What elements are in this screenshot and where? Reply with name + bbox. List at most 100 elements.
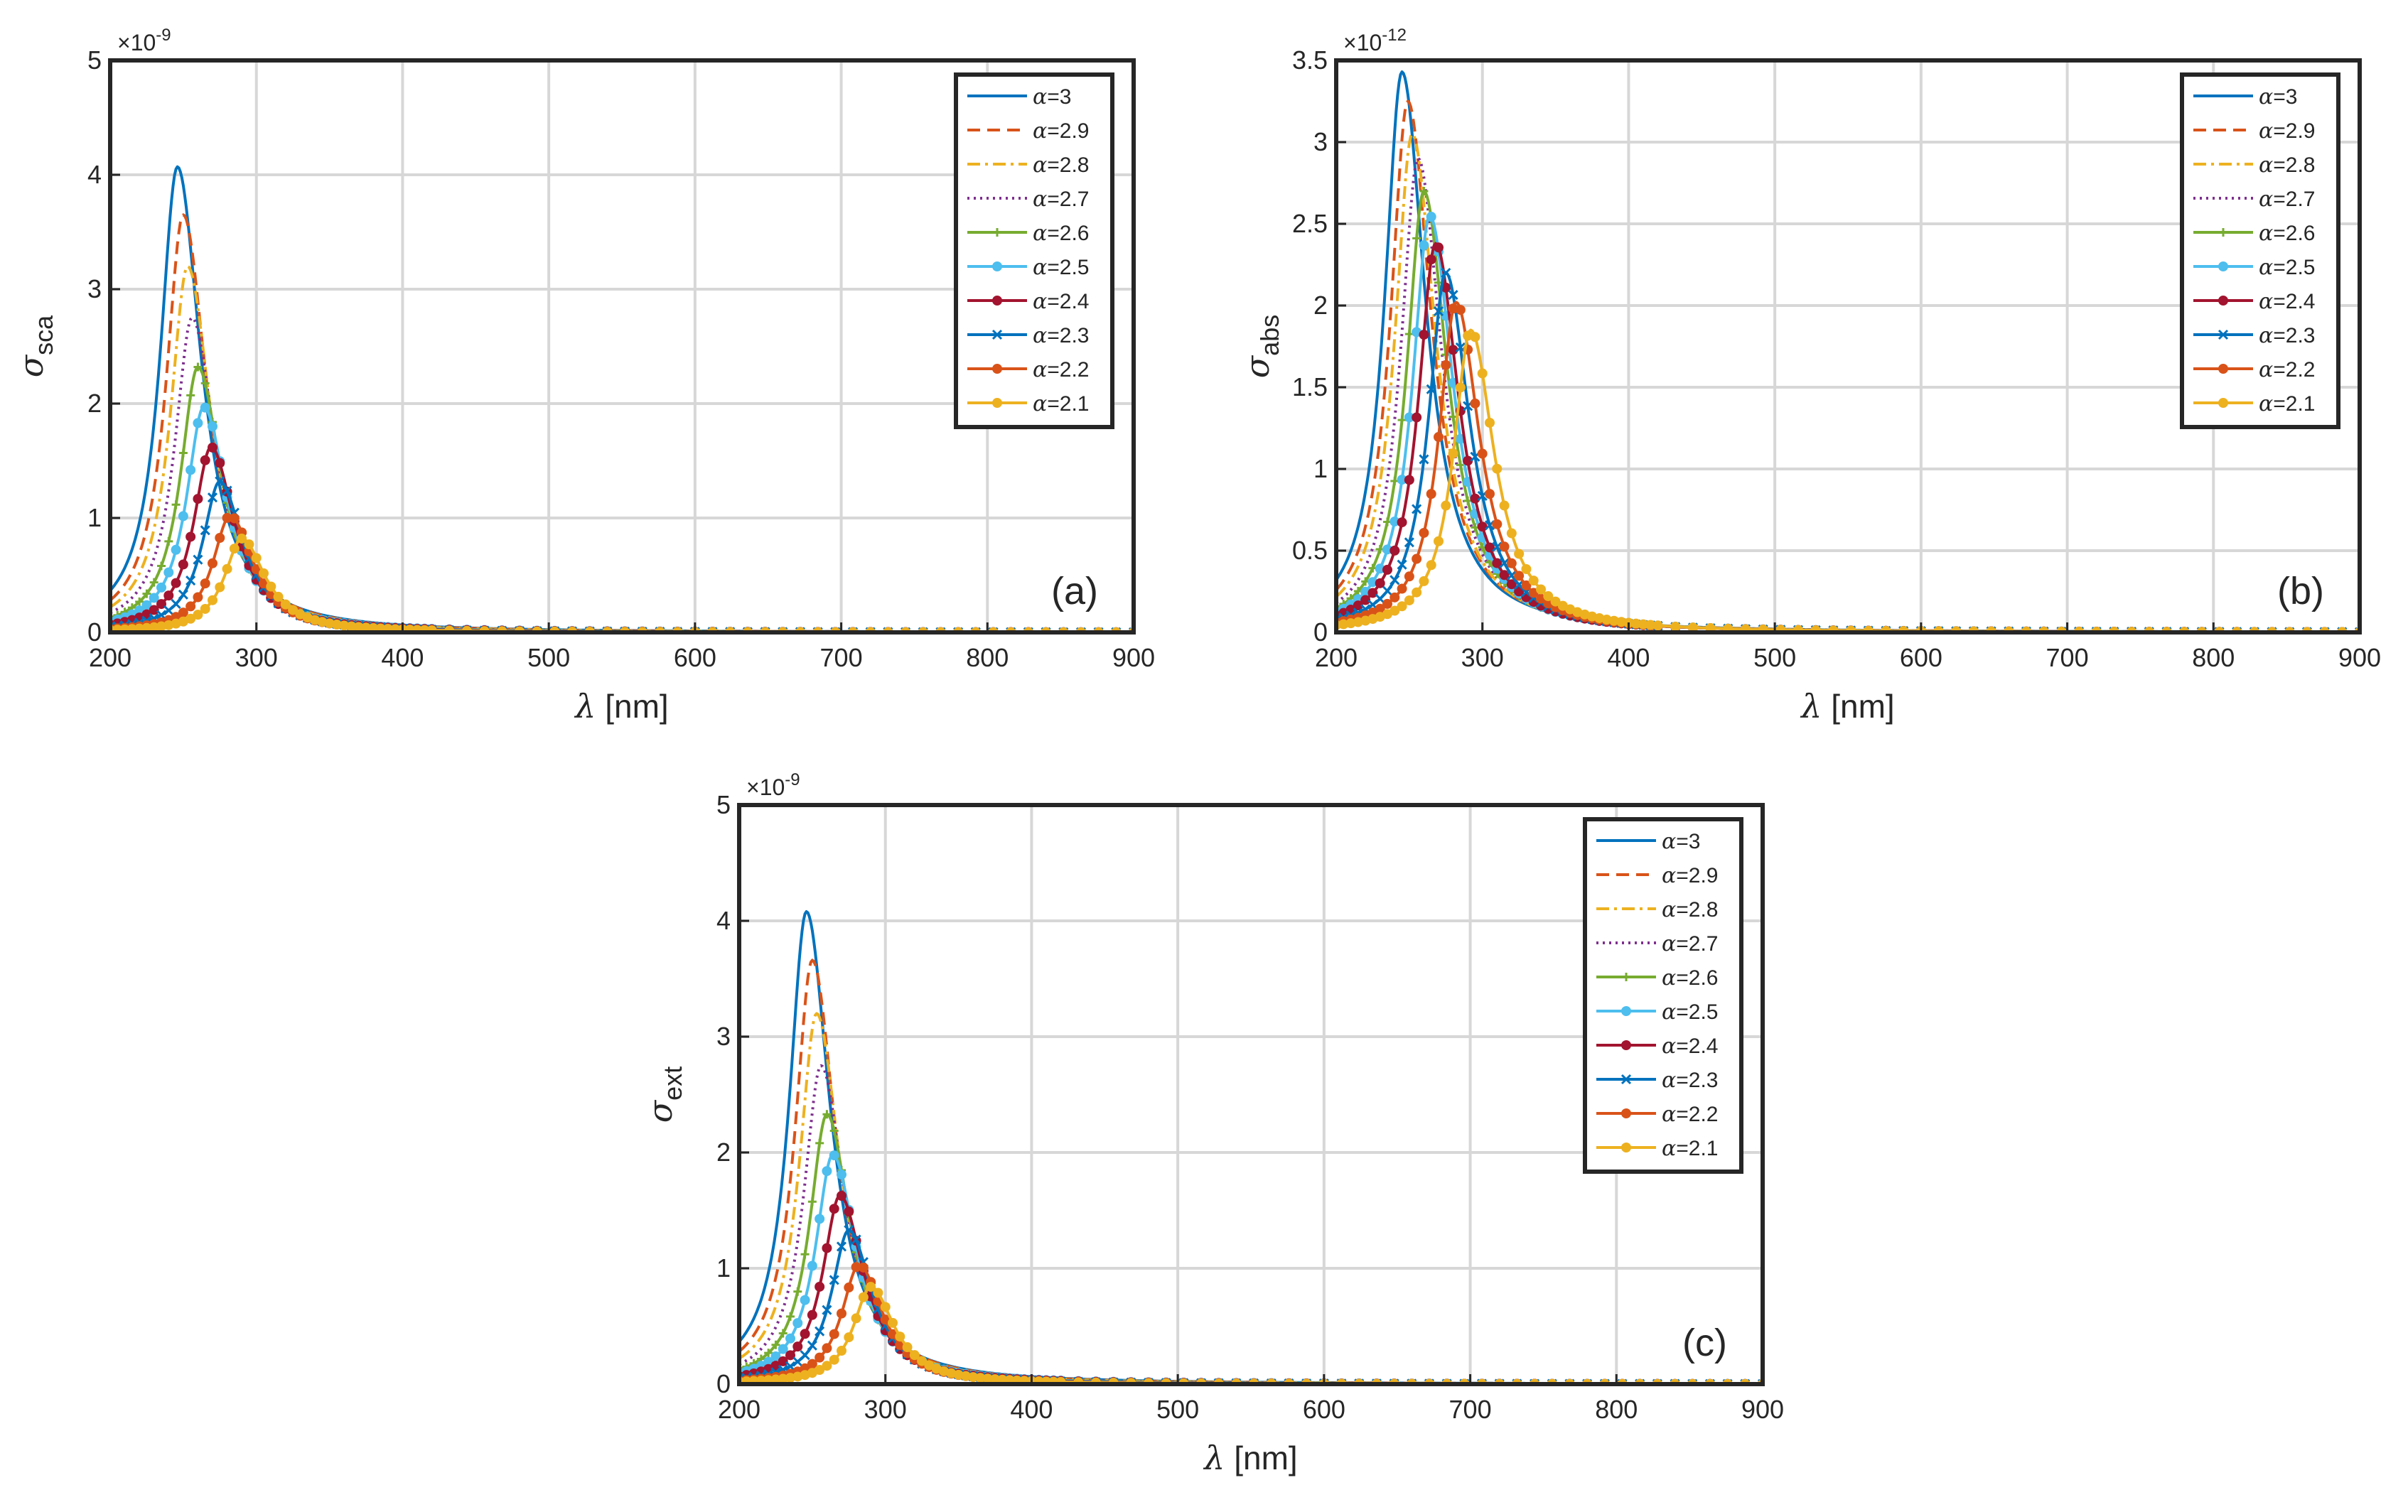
- series-marker-6: [1434, 242, 1444, 253]
- axes-box: [108, 58, 1136, 634]
- legend-marker: [2218, 329, 2229, 340]
- legend-label: α=2.8: [2259, 153, 2316, 178]
- x-tick-label: 700: [2046, 643, 2089, 672]
- series-marker-8: [186, 601, 196, 612]
- series-marker-9: [1404, 595, 1414, 605]
- series-marker-4: [1419, 187, 1429, 195]
- series-marker-8: [1441, 360, 1451, 370]
- x-tick-label: 700: [1449, 1395, 1492, 1424]
- series-marker-4: [178, 448, 188, 458]
- legend: α=3 α=2.9 α=2.8 α=2.7 α=2.6 α=2.5 α=2.4 α=2.3 α=…: [2180, 72, 2340, 429]
- series-marker-5: [815, 1214, 825, 1224]
- series-marker-8: [807, 1359, 817, 1369]
- series-marker-6: [1390, 545, 1400, 556]
- series-marker-5: [208, 421, 217, 432]
- legend-marker: [2219, 228, 2227, 237]
- series-marker-4: [1397, 416, 1407, 425]
- series-marker-7: [1433, 306, 1444, 317]
- x-tick-label: 600: [674, 643, 716, 672]
- series-marker-9: [1419, 576, 1429, 586]
- x-tick-label: 800: [1595, 1395, 1638, 1424]
- x-tick-label: 300: [235, 643, 278, 672]
- x-axis-label: λ [nm]: [1800, 687, 1894, 725]
- series-marker-6: [1419, 330, 1429, 340]
- series-marker-9: [259, 568, 269, 578]
- legend-label: α=2.3: [1662, 1068, 1719, 1093]
- series-marker-9: [1448, 448, 1458, 459]
- series-marker-8: [1506, 558, 1517, 568]
- series-marker-5: [822, 1166, 832, 1177]
- series-marker-4: [171, 500, 181, 509]
- y-tick-label: 2: [87, 389, 102, 418]
- series-marker-6: [829, 1204, 839, 1214]
- series-marker-8: [1499, 541, 1510, 552]
- series-marker-7: [200, 525, 210, 536]
- series-marker-7: [1397, 559, 1407, 570]
- series-marker-6: [149, 605, 159, 615]
- series-marker-7: [1441, 267, 1451, 279]
- series-marker-7: [844, 1225, 854, 1236]
- series-marker-4: [822, 1110, 832, 1119]
- series-marker-7: [1412, 504, 1422, 514]
- y-tick-label: 4: [716, 906, 731, 935]
- series-marker-9: [917, 1356, 928, 1366]
- series-marker-6: [171, 578, 181, 588]
- legend-marker: [1622, 973, 1630, 981]
- series-marker-8: [1404, 571, 1414, 582]
- series-marker-6: [1470, 493, 1480, 504]
- series-marker-5: [837, 1170, 846, 1180]
- legend: α=3 α=2.9 α=2.8 α=2.7 α=2.6 α=2.5 α=2.4 α=2.3 α=…: [1583, 817, 1743, 1174]
- series-marker-4: [764, 1349, 773, 1358]
- legend-marker: [1621, 1006, 1631, 1016]
- series-marker-7: [785, 1361, 796, 1372]
- series-marker-8: [1434, 432, 1444, 443]
- y-tick-label: 4: [87, 160, 102, 189]
- series-marker-5: [156, 582, 166, 593]
- series-marker-9: [266, 581, 276, 592]
- y-tick-label: 3: [716, 1022, 731, 1051]
- series-marker-8: [815, 1352, 825, 1363]
- y-tick-label: 3: [1313, 127, 1328, 156]
- series-marker-9: [1528, 576, 1539, 586]
- series-marker-6: [1506, 579, 1517, 590]
- series-marker-4: [164, 536, 173, 546]
- series-marker-7: [215, 476, 225, 487]
- series-marker-7: [222, 485, 232, 496]
- legend-label: α=2.2: [1662, 1102, 1719, 1127]
- series-marker-4: [193, 362, 203, 372]
- series-marker-8: [1397, 583, 1407, 594]
- series-marker-9: [837, 1346, 846, 1356]
- series-marker-5: [785, 1333, 795, 1344]
- series-marker-9: [273, 591, 284, 602]
- series-marker-9: [288, 605, 299, 615]
- series-marker-9: [815, 1365, 825, 1376]
- y-tick-label: 1: [716, 1253, 731, 1282]
- series-marker-7: [1404, 537, 1414, 548]
- series-marker-7: [193, 554, 203, 565]
- series-marker-9: [1485, 417, 1495, 428]
- y-tick-label: 0: [1313, 617, 1328, 647]
- legend-label: α=2.6: [1662, 966, 1719, 990]
- y-tick-label: 1: [87, 503, 102, 532]
- y-tick-label: 0: [716, 1369, 731, 1398]
- series-marker-9: [1670, 621, 1681, 632]
- legend-marker: [2218, 296, 2228, 306]
- series-marker-9: [280, 599, 291, 610]
- series-marker-4: [829, 1126, 839, 1135]
- panel-label: (c): [1682, 1322, 1727, 1364]
- series-marker-8: [193, 592, 203, 603]
- legend-label: α=2.5: [1033, 255, 1090, 280]
- series-marker-9: [1492, 463, 1503, 474]
- legend-marker: [993, 228, 1001, 237]
- legend-label: α=2.4: [1662, 1034, 1719, 1059]
- legend-marker: [2218, 364, 2228, 374]
- legend-label: α=2.5: [2259, 255, 2316, 280]
- series-marker-7: [836, 1241, 847, 1252]
- legend-label: α=2.7: [1033, 187, 1090, 212]
- series-marker-9: [186, 613, 196, 624]
- series-marker-6: [815, 1281, 825, 1292]
- panel-b: 200 300 400 500 600 700 800 900 0 0.5 1 1.5 2 2.5 3 3.5…: [1238, 26, 2381, 725]
- series-marker-5: [807, 1260, 817, 1271]
- series-marker-8: [215, 532, 225, 543]
